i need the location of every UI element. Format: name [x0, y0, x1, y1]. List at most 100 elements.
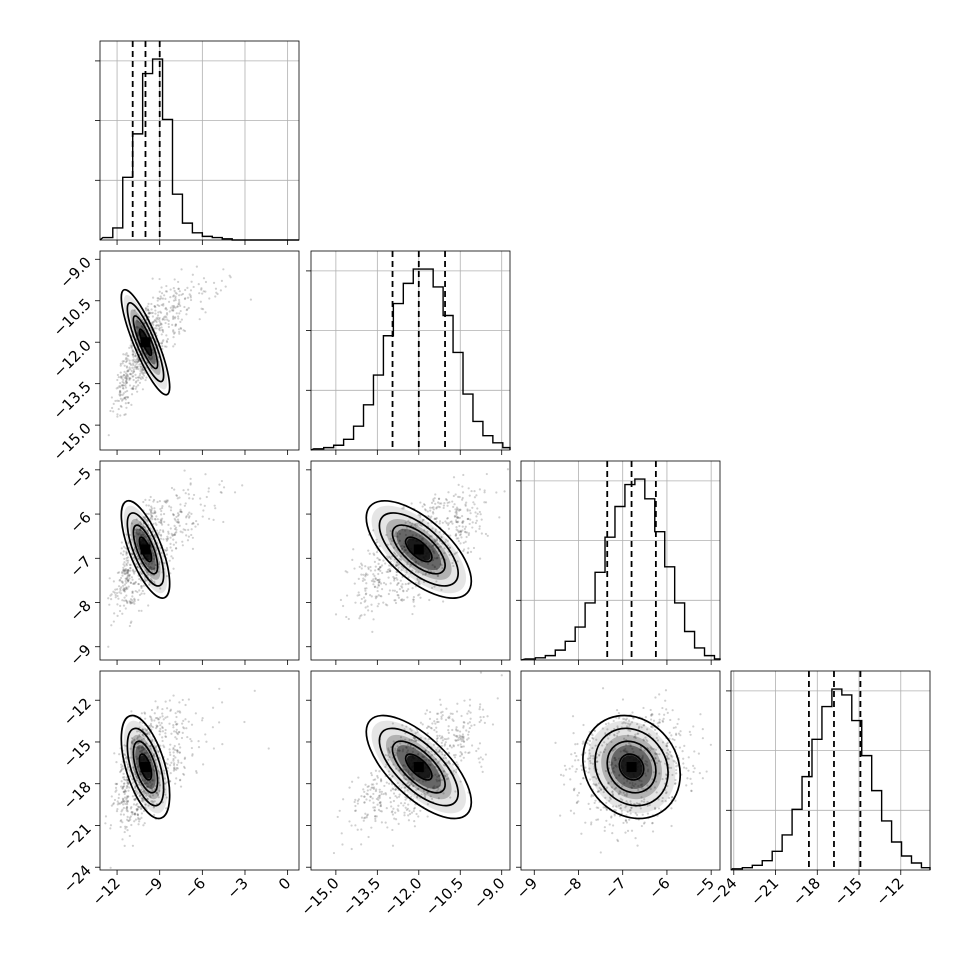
scatter-point: [435, 778, 438, 781]
scatter-point: [471, 521, 474, 524]
scatter-point: [594, 783, 597, 786]
scatter-point: [420, 537, 423, 540]
scatter-point: [131, 349, 135, 353]
scatter-point: [135, 358, 138, 362]
scatter-point: [151, 738, 154, 741]
scatter-point: [452, 476, 456, 479]
scatter-point: [455, 513, 458, 516]
scatter-point: [644, 716, 647, 719]
scatter-point: [131, 766, 135, 769]
scatter-point: [135, 779, 139, 782]
scatter-point: [133, 770, 137, 773]
scatter-point: [202, 290, 205, 293]
contour-2-sigma: [120, 499, 171, 599]
scatter-point: [179, 510, 183, 513]
scatter-point: [119, 813, 123, 816]
scatter-point: [484, 753, 487, 756]
scatter-point: [136, 757, 139, 760]
scatter-point: [466, 712, 469, 715]
scatter-point: [200, 287, 203, 290]
scatter-point: [131, 387, 135, 391]
scatter-point: [124, 384, 127, 387]
scatter-point: [183, 297, 187, 301]
scatter-point: [457, 736, 460, 739]
scatter-point: [441, 736, 444, 739]
scatter-point: [134, 355, 137, 358]
scatter-point: [503, 490, 506, 493]
scatter-point: [142, 737, 146, 740]
scatter-point: [599, 851, 602, 854]
scatter-point: [397, 809, 400, 812]
scatter-point: [229, 276, 232, 279]
scatter-point: [415, 560, 418, 564]
scatter-point: [118, 385, 121, 388]
scatter-point: [419, 596, 422, 599]
panel-frame: [99, 250, 300, 451]
scatter-point: [422, 789, 425, 793]
scatter-point: [476, 512, 479, 515]
scatter-point: [406, 743, 410, 747]
scatter-point: [150, 568, 153, 572]
scatter-point: [436, 746, 440, 749]
scatter-point: [364, 599, 367, 602]
scatter-point: [377, 581, 380, 584]
scatter-point: [618, 774, 621, 777]
scatter-point: [398, 793, 401, 796]
scatter-point: [611, 790, 614, 793]
scatter-point: [124, 569, 127, 572]
scatter-point: [367, 785, 370, 788]
scatter-point: [435, 538, 438, 541]
scatter-point: [147, 531, 150, 535]
scatter-point: [126, 763, 129, 766]
scatter-point: [610, 786, 613, 789]
scatter-point: [650, 713, 653, 716]
scatter-point: [131, 813, 134, 816]
scatter-point: [670, 734, 673, 737]
scatter-point: [132, 378, 135, 382]
scatter-point: [165, 312, 169, 315]
scatter-point: [175, 768, 178, 771]
scatter-point: [353, 582, 356, 585]
scatter-point: [175, 547, 178, 550]
scatter-point: [379, 594, 382, 598]
scatter-point: [120, 780, 123, 783]
scatter-point: [593, 776, 596, 779]
scatter-point: [125, 577, 128, 580]
scatter-point: [125, 380, 128, 383]
scatter-point: [132, 384, 135, 388]
scatter-point: [166, 537, 170, 540]
scatter-point: [374, 569, 377, 572]
scatter-point: [125, 588, 128, 591]
scatter-point: [123, 796, 127, 799]
scatter-point: [178, 330, 181, 333]
scatter-point: [131, 595, 134, 598]
scatter-point: [395, 573, 398, 577]
scatter-point: [183, 504, 186, 507]
scatter-point: [220, 701, 224, 704]
scatter-point: [122, 786, 125, 789]
scatter-point: [125, 795, 129, 798]
scatter-point: [127, 401, 130, 405]
scatter-point: [146, 530, 149, 533]
scatter-point: [125, 375, 128, 378]
scatter-point: [175, 723, 178, 726]
panel-frame: [730, 670, 931, 871]
scatter-point: [129, 600, 133, 603]
scatter-point: [469, 711, 472, 714]
scatter-point: [455, 520, 458, 524]
scatter-point: [592, 776, 595, 779]
scatter-point: [646, 728, 649, 731]
scatter-point: [153, 580, 156, 583]
scatter-point: [446, 539, 449, 542]
scatter-point: [444, 718, 448, 721]
contour-1.5-sigma: [126, 727, 165, 807]
scatter-point: [113, 752, 116, 755]
scatter-point: [124, 599, 128, 602]
scatter-point: [172, 694, 175, 697]
scatter-point: [149, 358, 152, 361]
scatter-point: [129, 569, 132, 572]
scatter-point: [402, 598, 405, 601]
scatter-point: [613, 734, 616, 737]
scatter-point: [136, 545, 140, 548]
scatter-point: [131, 375, 134, 378]
